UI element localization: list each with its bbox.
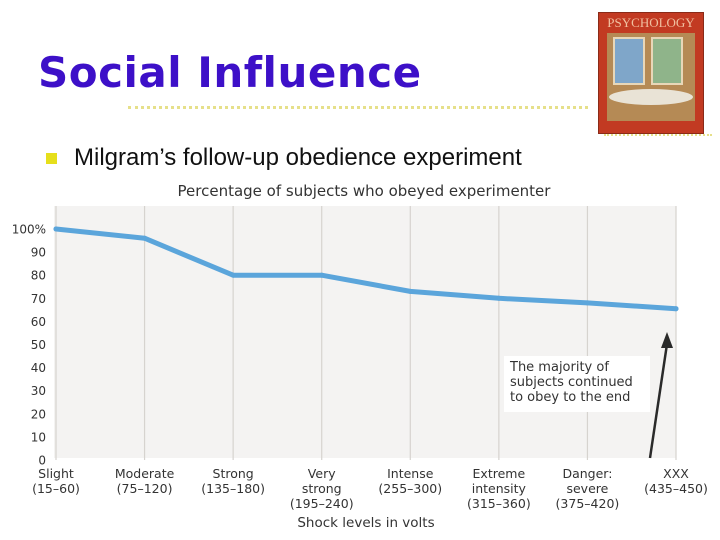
data-point	[584, 300, 590, 306]
data-point	[496, 295, 502, 301]
plot-background	[54, 206, 676, 458]
y-tick-label: 100%	[12, 223, 46, 237]
x-tick-label: Intense (255–300)	[378, 466, 442, 496]
book-title: PSYCHOLOGY	[607, 15, 695, 30]
arrow-head	[661, 332, 673, 348]
slide-title: Social Influence	[38, 48, 422, 97]
book-cover-table	[609, 89, 693, 105]
data-point	[230, 272, 236, 278]
x-tick-label: XXX (435–450)	[644, 466, 708, 496]
x-tick-label: Extreme intensity (315–360)	[467, 466, 531, 511]
x-tick-label: Strong (135–180)	[201, 466, 265, 496]
annotation-arrow	[648, 343, 669, 459]
data-point	[142, 235, 148, 241]
annotation-box	[504, 356, 650, 412]
y-tick-label: 20	[31, 407, 46, 421]
data-point	[407, 288, 413, 294]
book-cover-window	[651, 37, 683, 85]
y-tick-label: 90	[31, 246, 46, 260]
book-cover-window	[613, 37, 645, 85]
obedience-line-chart: Percentage of subjects who obeyed experi…	[12, 182, 708, 531]
book-cover-image: PSYCHOLOGY	[598, 12, 704, 134]
y-tick-label: 60	[31, 315, 46, 329]
bullet-marker	[46, 153, 57, 164]
annotation-text: The majority of subjects continued to obey…	[509, 360, 633, 405]
chart-title: Percentage of subjects who obeyed experi…	[178, 182, 552, 200]
y-tick-label: 10	[31, 430, 46, 444]
x-axis-label: Shock levels in volts	[297, 515, 434, 531]
data-point	[53, 226, 59, 232]
x-tick-label: Danger: severe (375–420)	[556, 466, 620, 511]
x-tick-label: Very strong (195–240)	[290, 466, 354, 511]
y-tick-label: 30	[31, 384, 46, 398]
y-tick-label: 40	[31, 361, 46, 375]
y-tick-label: 0	[38, 454, 46, 468]
y-tick-label: 80	[31, 269, 46, 283]
x-tick-label: Moderate (75–120)	[115, 466, 175, 496]
x-tick-label: Slight (15–60)	[32, 466, 80, 496]
bullet-text: Milgram’s follow-up obedience experiment	[74, 144, 522, 171]
book-divider	[604, 134, 712, 136]
title-divider	[128, 106, 588, 109]
data-point	[319, 272, 325, 278]
series-line	[53, 226, 679, 312]
y-tick-label: 70	[31, 292, 46, 306]
y-tick-label: 50	[31, 338, 46, 352]
data-point	[673, 306, 679, 312]
